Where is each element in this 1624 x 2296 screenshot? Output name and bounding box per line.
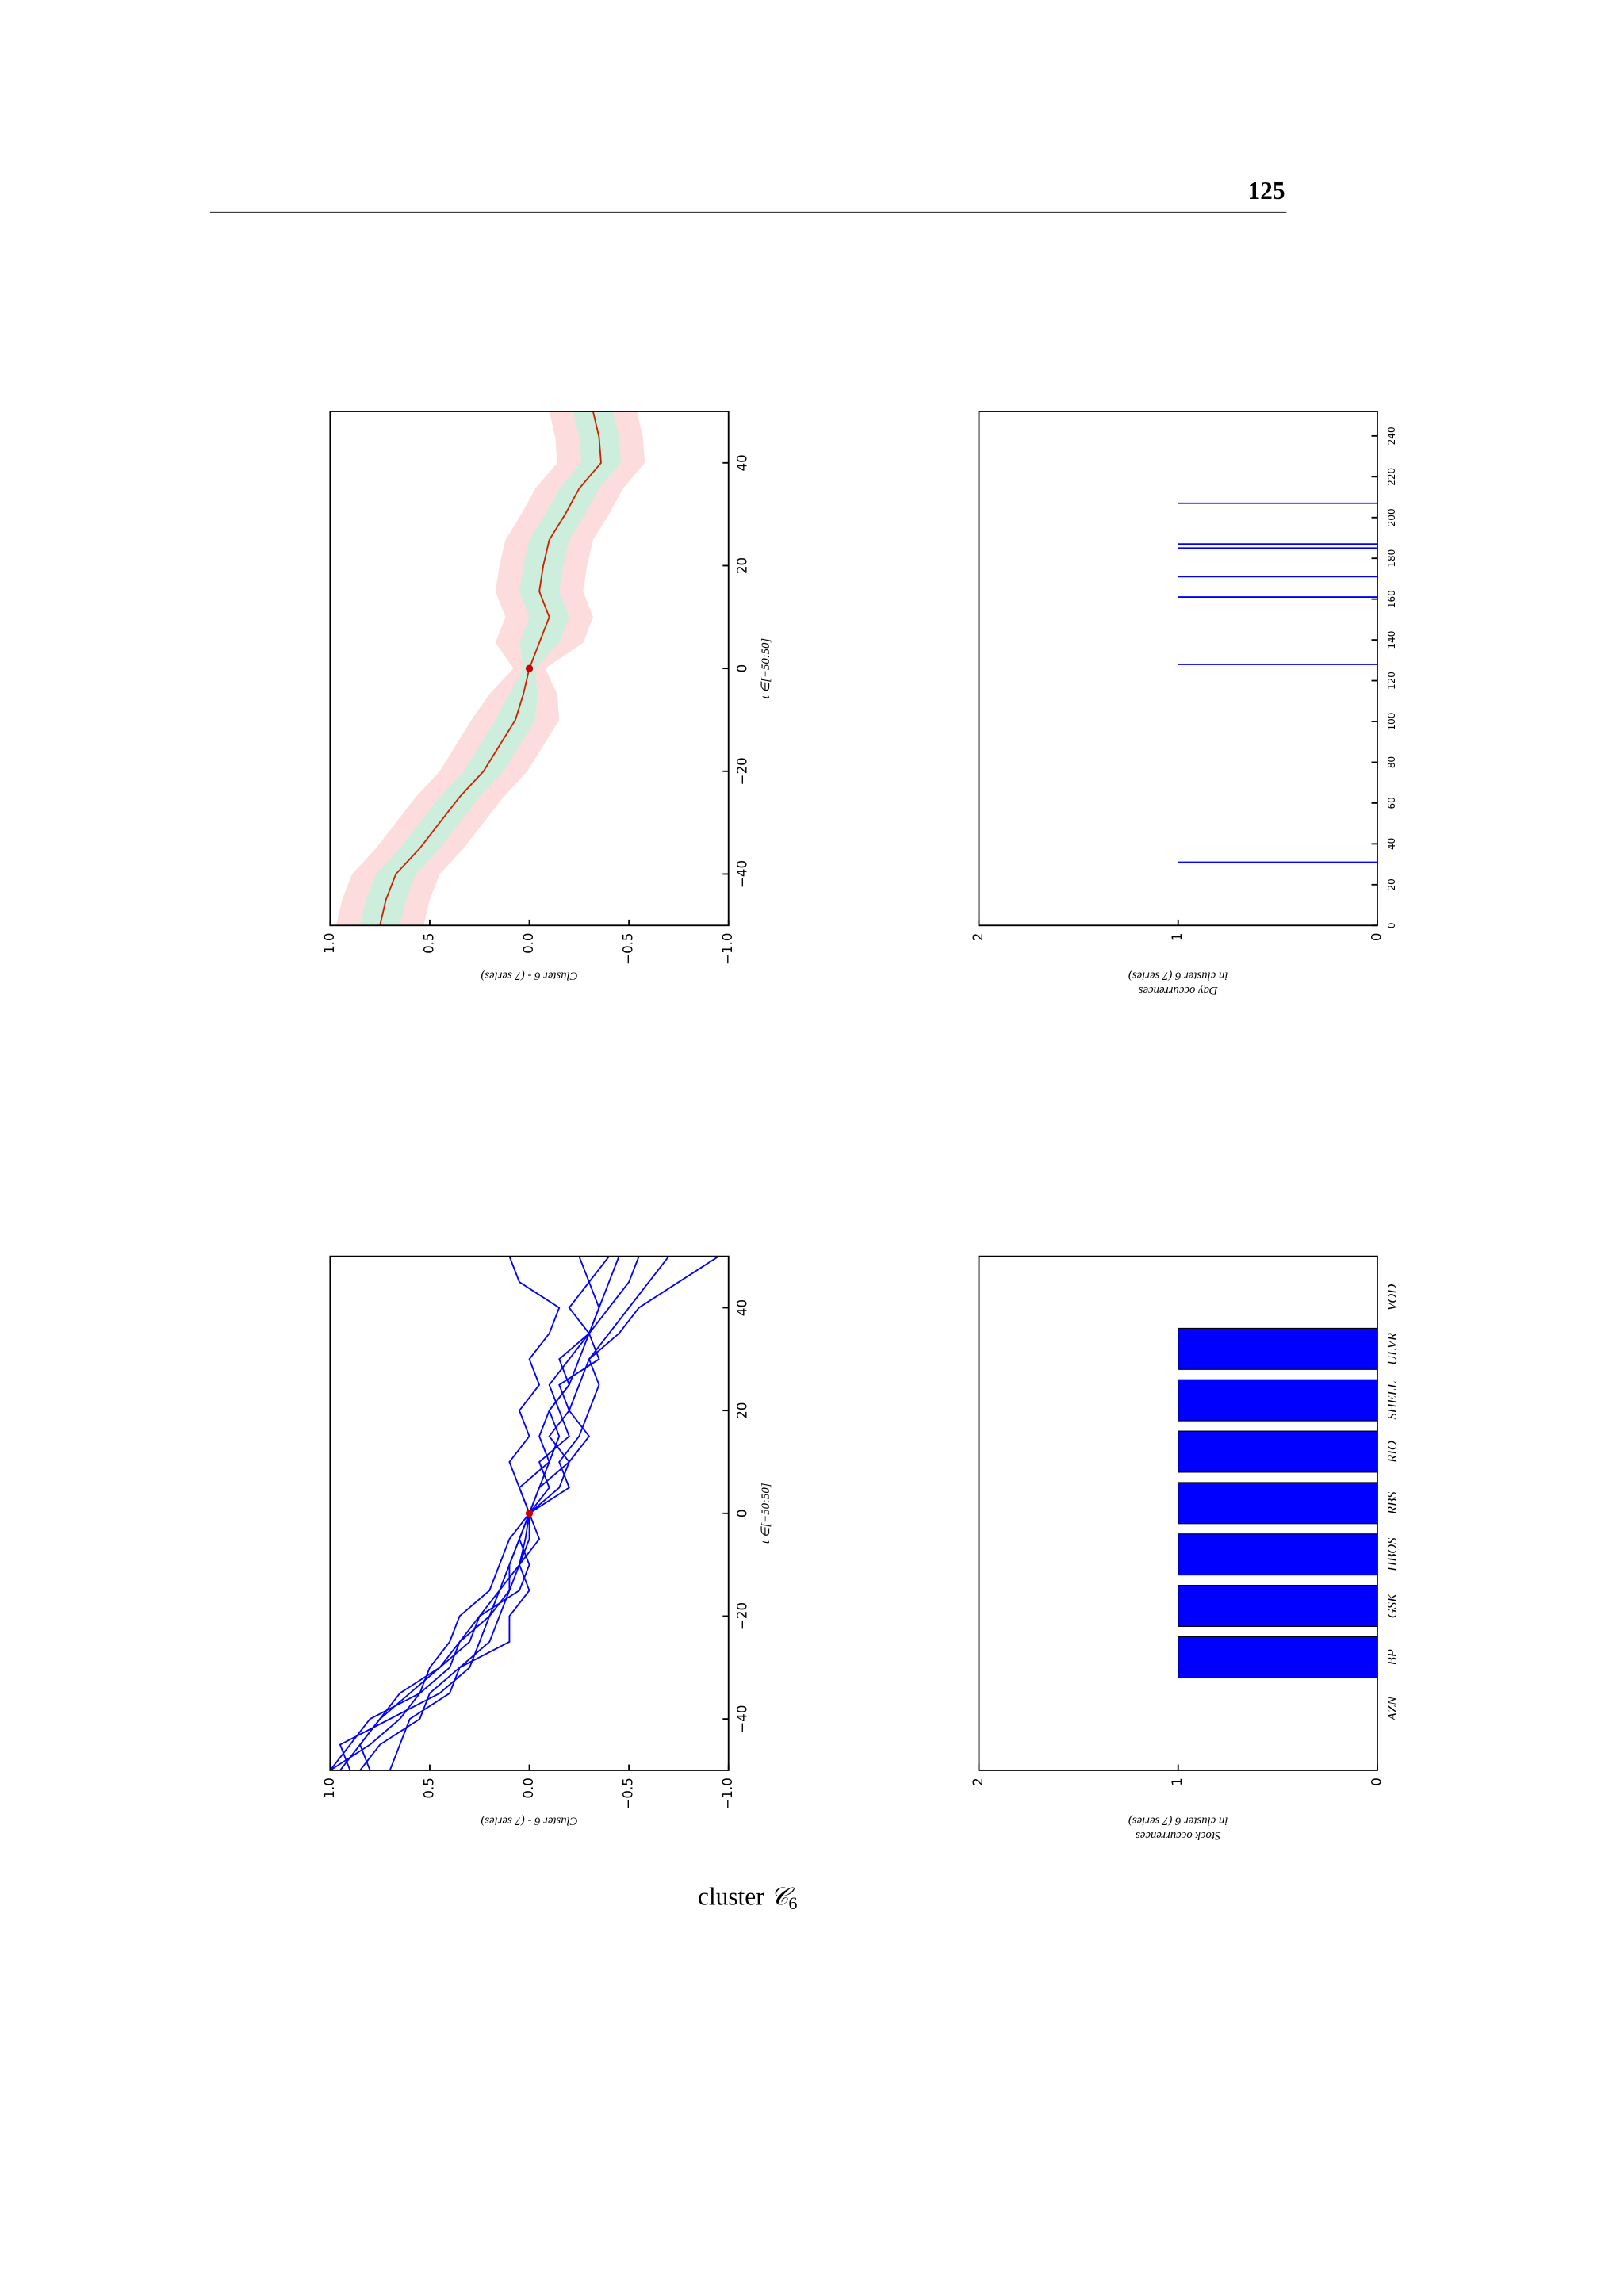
y-tick-label: −1.0 [720,933,735,965]
x-tick-label: ULVR [1385,1333,1400,1365]
x-tick-label: 220 [1386,468,1397,486]
x-tick-label: −20 [735,757,750,785]
y-tick-label: 0.0 [521,1777,536,1798]
caption-text: cluster [698,1883,764,1911]
x-tick-label: GSK [1385,1593,1400,1618]
x-tick-label: 140 [1386,631,1397,649]
y-tick-label: 0.5 [421,933,436,954]
y-tick-label: −1.0 [720,1777,735,1809]
y-axis-label: Stock occurrences [1136,1829,1221,1842]
y-tick-label: 1 [1170,933,1185,942]
y-tick-label: 0 [1369,933,1384,942]
bar [1178,1585,1377,1627]
x-tick-label: 0 [735,664,750,673]
x-tick-label: AZN [1385,1696,1400,1721]
x-tick-label: RBS [1385,1491,1400,1515]
point-marker [525,1510,534,1517]
x-tick-label: 40 [735,454,750,471]
x-tick-label: 40 [735,1299,750,1316]
x-tick-label: 80 [1386,756,1397,768]
x-tick-label: 180 [1386,549,1397,568]
y-tick-label: −0.5 [621,933,636,965]
bar [1178,1379,1377,1422]
plot-area [1178,502,1377,863]
y-tick-label: 0 [1369,1777,1384,1786]
plot-area [1178,1327,1377,1678]
y-tick-label: 0.0 [521,933,536,954]
x-tick-label: 40 [1386,838,1397,850]
x-tick-label: RIO [1385,1441,1400,1464]
caption-subscript: 6 [788,1893,797,1913]
x-tick-label: −40 [735,1705,750,1733]
y-axis-label: Day occurrences [1139,984,1219,997]
bar [1178,1430,1377,1473]
chart: 0 20 40 60 80 100 120 140 160 180 200 220 240 0 1 2 Day … [971,411,1397,997]
x-tick-label: −40 [735,860,750,888]
chart: AZN BP GSK HBOS RBS RIO SHELL ULVR VOD 0 1 2 Stock o… [971,1255,1400,1842]
chart: −40 −20 0 20 40 −1.0 −0.5 0.0 0.5 1.0 t ∈[−50:50] C… [322,1255,772,1827]
x-axis-label: t ∈[−50:50] [760,1483,772,1544]
x-tick-label: 240 [1386,427,1397,445]
x-tick-label: 0 [735,1510,750,1518]
figure-caption: cluster 𝒞6 [698,1883,797,1913]
y-axis-label: in cluster 6 (7 series) [1128,1814,1228,1827]
x-tick-label: SHELL [1385,1381,1400,1420]
y-axis-label: Cluster 6 - (7 series) [481,1814,577,1827]
y-tick-label: −0.5 [621,1777,636,1809]
x-tick-label: 20 [1386,878,1397,890]
y-axis-label: in cluster 6 (7 series) [1128,970,1228,982]
y-tick-label: 0.5 [421,1777,436,1798]
x-tick-label: 200 [1386,508,1397,526]
x-tick-label: VOD [1385,1284,1400,1311]
chart: −40 −20 0 20 40 −1.0 −0.5 0.0 0.5 1.0 t ∈[−50:50] C… [322,411,772,982]
x-tick-label: 100 [1386,713,1397,731]
y-axis-label: Cluster 6 - (7 series) [481,970,577,982]
bar [1178,1533,1377,1576]
x-tick-label: BP [1385,1649,1400,1665]
band [360,411,622,926]
plot-area [330,1256,719,1770]
y-tick-label: 1.0 [322,933,337,954]
page-number: 125 [1247,177,1285,205]
x-tick-label: 60 [1386,797,1397,809]
x-axis-label: t ∈[−50:50] [760,638,772,699]
x-tick-label: 120 [1386,672,1397,690]
bar [1178,1482,1377,1525]
y-tick-label: 2 [971,933,986,942]
bar [1178,1327,1377,1370]
plot-area [335,411,645,926]
y-tick-label: 1.0 [322,1777,337,1798]
x-tick-label: 0 [1386,922,1397,928]
x-tick-label: 160 [1386,590,1397,608]
x-tick-label: HBOS [1385,1537,1400,1572]
y-tick-label: 2 [971,1777,986,1786]
x-tick-label: −20 [735,1602,750,1630]
x-tick-label: 20 [735,1402,750,1419]
y-tick-label: 1 [1170,1777,1185,1786]
bar [1178,1636,1377,1678]
point-marker [525,664,534,672]
x-tick-label: 20 [735,557,750,574]
